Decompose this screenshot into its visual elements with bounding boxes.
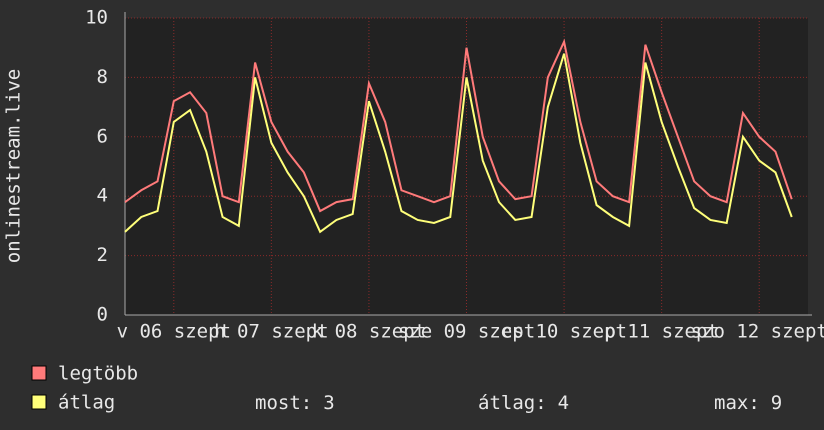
stat-label: max: — [714, 392, 760, 414]
y-tick-label: 8 — [97, 66, 108, 88]
plot-area — [125, 18, 808, 315]
y-tick-label: 6 — [97, 125, 108, 147]
stat: most: 3 — [255, 392, 335, 414]
legend-swatch — [31, 394, 47, 410]
stat-value: 3 — [323, 392, 334, 414]
stat-value: 4 — [558, 392, 569, 414]
x-tick-label: szo 12 szept — [691, 321, 824, 343]
legend-label: átlag — [58, 392, 115, 414]
legend-swatch — [31, 365, 47, 381]
x-tick-label: sze 09 szept — [398, 321, 535, 343]
y-tick-label: 10 — [85, 7, 108, 29]
y-tick-label: 0 — [97, 304, 108, 326]
x-tick-label: k 08 szept — [312, 321, 426, 343]
stat: max: 9 — [714, 392, 782, 414]
legend-label: legtöbb — [58, 363, 138, 385]
x-tick-label: v 06 szept — [117, 321, 231, 343]
y-tick-label: 2 — [97, 244, 108, 266]
stat-value: 9 — [771, 392, 782, 414]
series-line — [124, 53, 793, 234]
x-tick-label: h 07 szept — [214, 321, 328, 343]
y-tick-label: 4 — [97, 185, 108, 207]
stat: átlag: 4 — [478, 392, 569, 414]
series-line — [124, 38, 793, 213]
stat-label: átlag: — [478, 392, 547, 414]
y-axis-label: onlinestream.live — [3, 69, 25, 263]
x-tick-label: cs 10 szept — [501, 321, 627, 343]
stat-label: most: — [255, 392, 312, 414]
x-tick-label: p 11 szept — [604, 321, 718, 343]
